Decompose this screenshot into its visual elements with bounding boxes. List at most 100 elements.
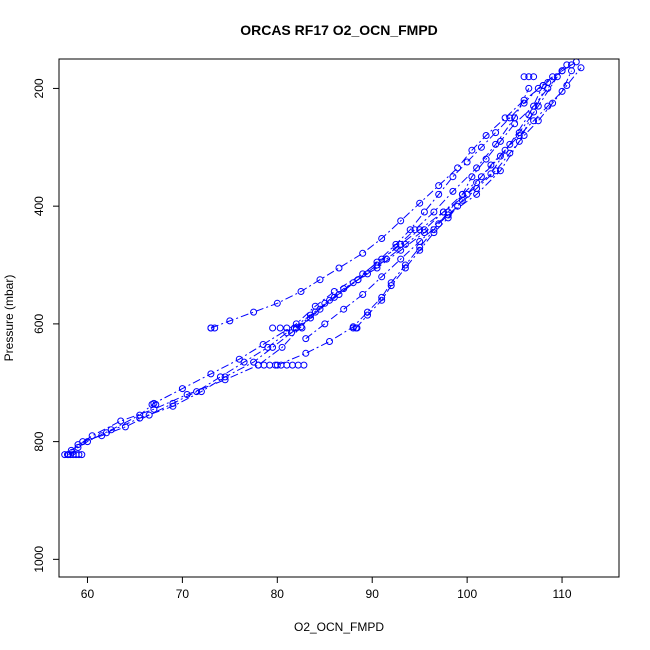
data-point <box>150 405 158 413</box>
data-point <box>401 264 409 272</box>
data-point <box>316 276 324 284</box>
data-point <box>477 143 485 151</box>
data-point <box>506 140 514 148</box>
cluster-point <box>530 73 538 81</box>
chart-title: ORCAS RF17 O2_OCN_FMPD <box>240 22 438 38</box>
data-point <box>406 226 414 234</box>
data-point <box>416 199 424 207</box>
data-point <box>269 343 277 351</box>
data-point <box>378 235 386 242</box>
data-point <box>416 246 424 254</box>
data-point <box>397 255 405 263</box>
data-point <box>449 187 457 195</box>
data-point <box>340 305 348 313</box>
data-point <box>515 132 523 139</box>
series-line-2 <box>82 82 549 443</box>
data-point <box>420 208 428 216</box>
data-point <box>359 249 367 257</box>
data-point <box>444 214 452 222</box>
data-point <box>520 132 528 139</box>
data-point <box>226 317 234 325</box>
data-point <box>326 338 333 345</box>
cluster-point <box>269 324 277 332</box>
data-point <box>387 282 395 290</box>
series-line-8 <box>295 64 568 329</box>
x-tick-label: 100 <box>457 587 477 601</box>
plot-area <box>61 58 585 459</box>
data-point <box>487 161 495 169</box>
data-point <box>492 167 500 175</box>
y-axis-label: Pressure (mbar) <box>2 275 16 362</box>
x-axis-label: O2_OCN_FMPD <box>294 620 384 634</box>
data-point <box>501 114 509 122</box>
x-tick-label: 80 <box>271 587 285 601</box>
data-point <box>330 293 338 301</box>
data-point <box>311 308 319 316</box>
data-point <box>67 446 75 454</box>
data-point <box>458 196 466 204</box>
series-line-3 <box>71 88 530 451</box>
data-point <box>558 87 566 95</box>
series-line-1 <box>68 85 544 456</box>
data-point <box>563 61 571 69</box>
data-point <box>544 102 552 110</box>
data-point <box>416 238 424 245</box>
cluster-point <box>290 324 298 332</box>
data-point <box>477 173 485 181</box>
x-tick-label: 60 <box>81 587 95 601</box>
data-point <box>183 391 191 398</box>
data-point <box>197 388 205 396</box>
data-point <box>525 84 533 92</box>
cluster-point <box>148 401 156 408</box>
data-point <box>496 137 504 145</box>
data-point <box>207 370 215 378</box>
data-point <box>430 229 438 237</box>
cluster-point <box>283 324 291 332</box>
cluster-point <box>525 73 533 81</box>
data-point <box>392 240 400 248</box>
cluster-point <box>254 361 262 369</box>
data-point <box>283 329 291 337</box>
x-tick-label: 70 <box>176 587 190 601</box>
cluster-point <box>207 324 215 332</box>
cluster-point <box>298 324 306 332</box>
data-point <box>169 402 177 410</box>
data-point <box>136 414 144 422</box>
data-point <box>468 146 476 154</box>
data-point <box>378 273 386 281</box>
cluster-point <box>260 361 268 369</box>
data-point <box>534 117 542 125</box>
data-point <box>463 158 471 166</box>
data-point <box>530 102 538 110</box>
cluster-point <box>353 324 361 332</box>
data-point <box>383 255 390 263</box>
cluster-point <box>152 401 160 408</box>
cluster-point <box>266 361 274 369</box>
data-point <box>568 67 575 75</box>
data-point <box>501 146 509 154</box>
data-point <box>340 285 348 293</box>
cluster-point <box>283 361 291 369</box>
y-tick-label: 400 <box>32 196 46 216</box>
data-point <box>378 296 386 304</box>
data-point <box>430 208 438 216</box>
data-point <box>88 432 96 440</box>
data-point <box>359 291 367 298</box>
cluster-point <box>300 361 308 369</box>
x-tick-label: 90 <box>366 587 380 601</box>
cluster-point <box>289 361 296 369</box>
data-point <box>449 173 457 181</box>
data-point <box>302 349 310 357</box>
data-point <box>307 314 314 322</box>
data-point <box>103 429 110 437</box>
data-point <box>250 308 258 316</box>
series-line-7 <box>305 67 582 339</box>
data-point <box>321 320 329 328</box>
data-point <box>397 217 405 225</box>
data-point <box>145 411 153 419</box>
data-point <box>364 311 371 319</box>
data-point <box>511 120 519 128</box>
data-point <box>117 417 125 425</box>
data-point <box>273 299 281 307</box>
